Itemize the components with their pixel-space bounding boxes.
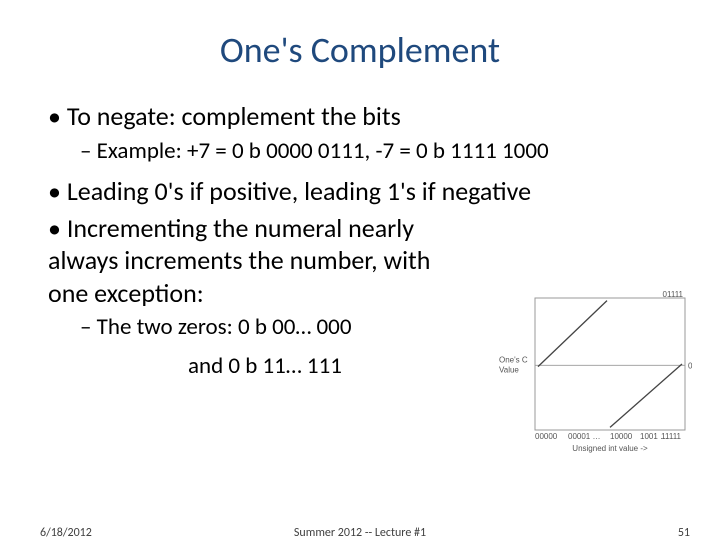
svg-text:11111: 11111 [661, 432, 681, 441]
bullet-negate: To negate: complement the bits [48, 100, 680, 133]
bullet-text: Example: +7 = 0 b 0000 0111, -7 = 0 b 11… [97, 137, 549, 165]
bullet-text: Incrementing the numeral nearly always i… [48, 212, 430, 309]
bullet-example: Example: +7 = 0 b 0000 0111, -7 = 0 b 11… [80, 137, 680, 166]
footer-page-number: 51 [678, 526, 690, 540]
ones-complement-chart: 01111One's CValue00000000001 …100001001 … [497, 290, 692, 460]
svg-text:00000: 00000 [535, 432, 558, 441]
footer-center: Summer 2012 -- Lecture #1 [0, 526, 720, 540]
svg-text:01111: 01111 [663, 290, 684, 299]
bullet-text: To negate: complement the bits [67, 100, 401, 132]
svg-text:Value: Value [499, 365, 519, 374]
bullet-leading: Leading 0's if positive, leading 1's if … [48, 175, 680, 208]
chart-svg: 01111One's CValue00000000001 …100001001 … [497, 290, 692, 460]
bullet-text: and 0 b 11… 111 [188, 352, 342, 380]
bullet-text: The two zeros: 0 b 00… 000 [97, 313, 352, 341]
bullet-increment: Incrementing the numeral nearly always i… [48, 212, 468, 310]
svg-text:00001 …: 00001 … [568, 432, 600, 441]
bullet-text: Leading 0's if positive, leading 1's if … [67, 175, 531, 207]
svg-text:One's C: One's C [499, 355, 528, 364]
slide: One's Complement To negate: complement t… [0, 0, 720, 540]
svg-text:10000: 10000 [610, 432, 633, 441]
svg-text:0: 0 [688, 361, 692, 370]
svg-text:Unsigned int value ->: Unsigned int value -> [572, 444, 648, 453]
slide-title: One's Complement [40, 28, 680, 72]
